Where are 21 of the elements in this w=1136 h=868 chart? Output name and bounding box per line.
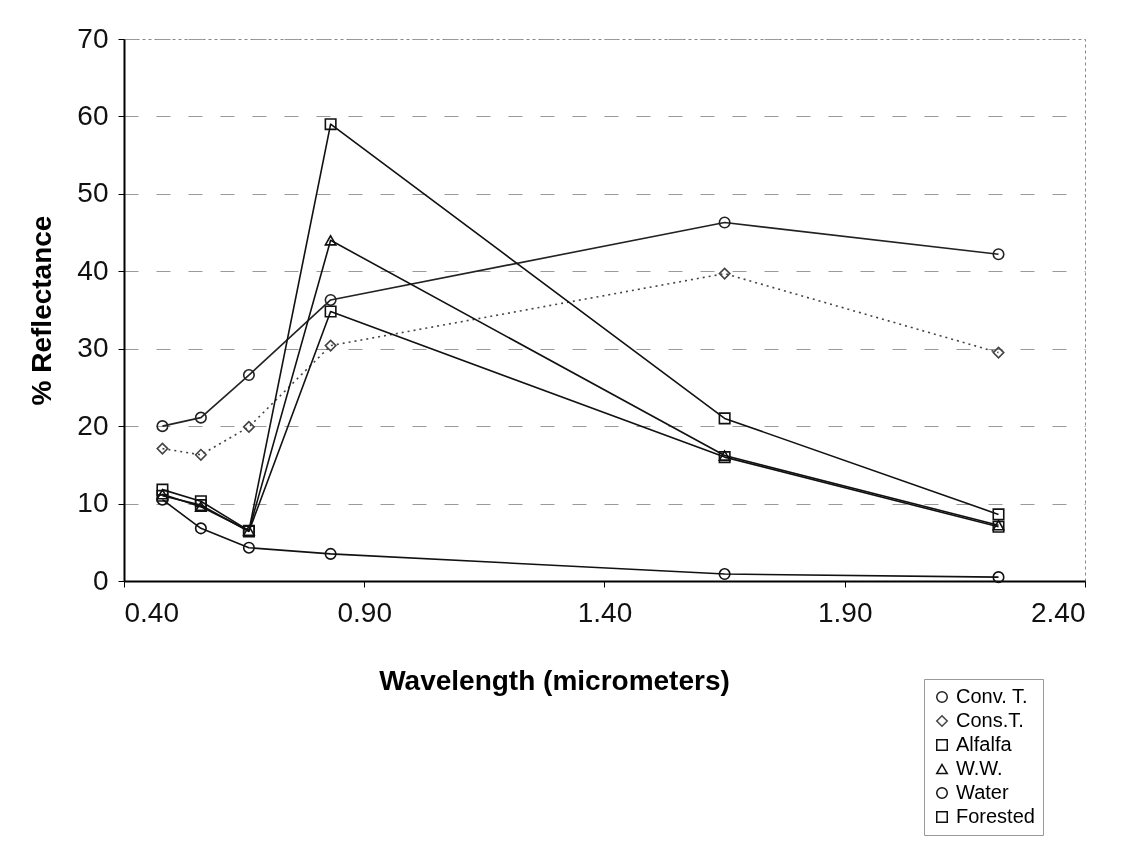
legend-label: W.W.: [956, 757, 1003, 779]
legend-label: Cons.T.: [956, 709, 1024, 731]
y-tick-label: 50: [77, 177, 109, 209]
legend-label: Forested: [956, 805, 1035, 827]
y-tick-label: 70: [77, 22, 109, 54]
x-tick-label: 1.40: [577, 596, 633, 628]
x-tick-label: 0.90: [337, 596, 392, 628]
y-tick-label: 10: [77, 487, 109, 519]
y-tick-label: 60: [77, 99, 109, 131]
legend-label: Alfalfa: [956, 733, 1013, 755]
y-axis-title: % Reflectance: [26, 215, 58, 406]
legend-label: Conv. T.: [956, 685, 1028, 707]
x-tick-label: 0.40: [124, 596, 179, 628]
y-tick-label: 40: [77, 254, 109, 286]
y-tick-label: 30: [77, 332, 109, 364]
x-axis-title: Wavelength (micrometers): [379, 664, 730, 696]
y-tick-label: 20: [77, 409, 109, 441]
y-tick-label: 0: [92, 564, 109, 596]
legend-label: Water: [956, 781, 1009, 803]
x-tick-label: 2.40: [1031, 596, 1086, 628]
x-tick-label: 1.90: [818, 596, 873, 628]
